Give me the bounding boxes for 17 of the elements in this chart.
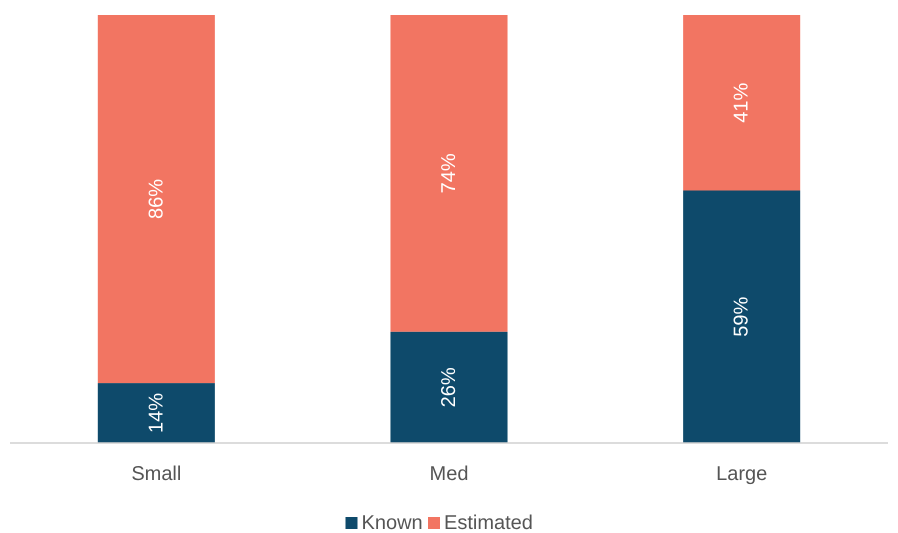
- x-tick-label: Large: [716, 463, 768, 485]
- bar: [390, 332, 508, 443]
- bar: [390, 15, 508, 332]
- data-label: 74%: [438, 153, 460, 194]
- bar: [98, 383, 215, 443]
- legend-label: Known: [362, 512, 423, 533]
- bar: [683, 190, 800, 443]
- data-label: 26%: [438, 367, 460, 408]
- x-tick-label: Small: [131, 463, 182, 485]
- data-label: 59%: [730, 296, 753, 337]
- bar: [98, 15, 215, 384]
- data-label: 86%: [145, 178, 168, 220]
- data-label: 41%: [730, 82, 753, 123]
- legend-label: Estimated: [444, 512, 533, 533]
- bar: [683, 15, 800, 190]
- data-label: 14%: [145, 392, 168, 434]
- x-tick-label: Med: [430, 463, 468, 485]
